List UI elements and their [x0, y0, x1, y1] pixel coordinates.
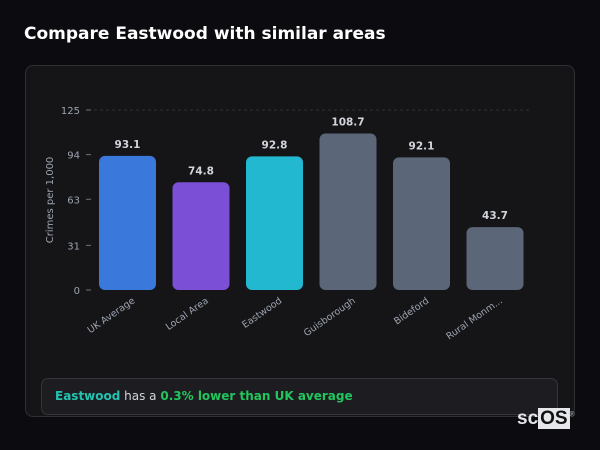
summary-highlight: 0.3% lower than UK average — [160, 389, 353, 403]
x-tick-label: Eastwood — [240, 295, 284, 330]
data-label: 43.7 — [482, 210, 508, 222]
x-tick-label: Local Area — [164, 295, 211, 332]
bar[interactable] — [466, 227, 524, 290]
page-title: Compare Eastwood with similar areas — [24, 24, 386, 44]
bar[interactable] — [99, 155, 156, 290]
y-tick-label: 63 — [67, 195, 80, 206]
data-label: 92.1 — [409, 140, 435, 152]
y-axis-label: Crimes per 1,000 — [45, 157, 56, 244]
bar[interactable] — [172, 182, 230, 290]
x-tick-label: Bideford — [392, 295, 431, 327]
x-tick-label: UK Average — [86, 295, 138, 336]
data-label: 108.7 — [331, 116, 364, 128]
x-tick-label: Rural Monm... — [444, 295, 504, 342]
x-tick-label: Guisborough — [302, 295, 358, 339]
data-label: 92.8 — [262, 139, 288, 151]
bar[interactable] — [319, 133, 377, 290]
summary-box: Eastwood has a 0.3% lower than UK averag… — [41, 378, 558, 415]
y-tick-label: 31 — [67, 241, 80, 252]
y-tick-label: 0 — [74, 286, 80, 297]
data-label: 74.8 — [188, 165, 214, 177]
y-tick-label: 94 — [67, 151, 80, 162]
scos-logo: sc OS ® — [517, 408, 575, 429]
y-tick-label: 125 — [61, 106, 80, 117]
data-label: 93.1 — [115, 139, 141, 151]
summary-text: has a — [120, 389, 161, 403]
bar[interactable] — [246, 156, 303, 290]
bar[interactable] — [393, 157, 450, 290]
summary-area: Eastwood — [55, 389, 121, 403]
